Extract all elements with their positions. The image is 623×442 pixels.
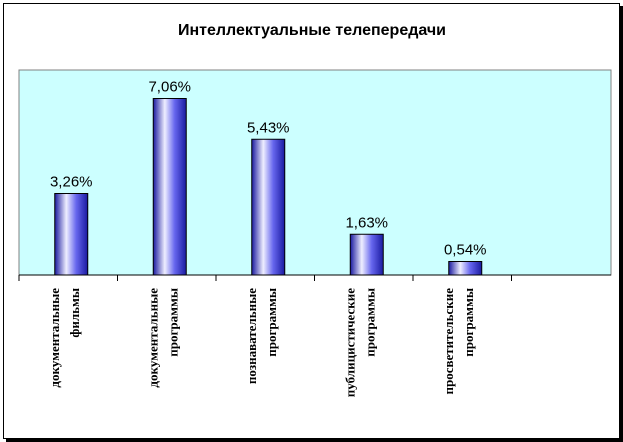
category-label-line: публицистические xyxy=(343,288,358,397)
data-label-4: 1,63% xyxy=(345,214,388,231)
data-label-1: 3,26% xyxy=(50,174,93,191)
category-label-1: документальные фильмы xyxy=(47,288,82,388)
category-label-5: просветительские программы xyxy=(441,288,476,395)
data-label-2: 7,06% xyxy=(148,79,191,96)
category-label-line: документальные xyxy=(47,288,62,388)
category-label-line: познавательные xyxy=(244,288,259,384)
category-label-line: программы xyxy=(166,288,181,357)
bar-5 xyxy=(448,261,483,276)
category-label-2: документальные программы xyxy=(146,288,181,388)
category-label-4: публицистические программы xyxy=(343,288,378,397)
chart-title: Интеллектуальные телепередачи xyxy=(178,22,446,39)
data-label-5: 0,54% xyxy=(444,242,487,259)
category-label-3: познавательные программы xyxy=(244,288,279,384)
category-label-line: документальные xyxy=(146,288,161,388)
category-label-line: просветительские xyxy=(441,288,456,395)
bar-2 xyxy=(152,98,187,276)
data-label-3: 5,43% xyxy=(247,119,290,136)
category-label-line: фильмы xyxy=(67,288,82,338)
bar-chart: Интеллектуальные телепередачи 3,26% 7,06%… xyxy=(18,22,612,397)
category-label-line: программы xyxy=(264,288,279,357)
chart-frame: Интеллектуальные телепередачи 3,26% 7,06%… xyxy=(3,3,620,439)
category-label-line: программы xyxy=(363,288,378,357)
plot-area xyxy=(18,69,612,276)
bar-4 xyxy=(349,233,384,276)
category-label-line: программы xyxy=(461,288,476,357)
bar-3 xyxy=(251,138,286,276)
bar-1 xyxy=(54,193,89,276)
